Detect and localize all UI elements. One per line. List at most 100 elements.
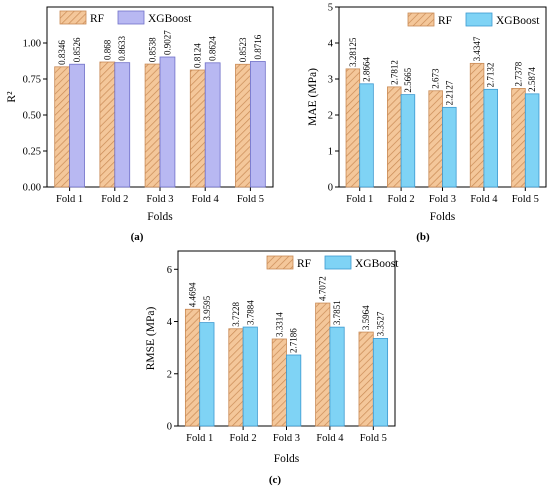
x-tick-label: Fold 1 [56, 194, 83, 205]
x-tick-label: Fold 2 [388, 194, 415, 205]
bar-rf [144, 63, 161, 188]
data-label: 2.2127 [444, 80, 454, 105]
bar-rf [358, 331, 374, 427]
y-axis-label: MAE (MPa) [307, 68, 319, 126]
panel-label-b: (b) [416, 231, 430, 243]
bar-xgboost [199, 322, 215, 427]
data-label: 0.8523 [238, 37, 248, 62]
data-label: 3.9595 [202, 295, 212, 320]
bar-xgboost [442, 106, 457, 188]
legend-swatch [324, 255, 352, 270]
legend-swatch [59, 10, 87, 25]
bar-rf [189, 69, 206, 188]
data-label: 3.7851 [332, 300, 342, 325]
bar-xgboost [249, 61, 266, 188]
data-label: 3.7884 [245, 300, 255, 325]
data-label: 2.7378 [513, 61, 523, 86]
x-tick-label: Fold 5 [360, 433, 387, 444]
legend-label: RF [438, 15, 452, 27]
legend-label: XGBoost [355, 258, 399, 270]
y-tick-label: 5 [328, 3, 333, 14]
y-tick-label: 1 [328, 147, 333, 158]
bar-xgboost [483, 88, 498, 188]
bar-xgboost [69, 63, 85, 188]
data-label: 0.8346 [57, 40, 67, 65]
y-tick-label: 2 [328, 111, 333, 122]
bar-xgboost [329, 326, 345, 427]
legend-swatch [465, 12, 493, 27]
y-tick-label: 6 [167, 265, 172, 276]
bar-xgboost [286, 354, 302, 427]
data-label: 3.4347 [472, 36, 482, 61]
bar-rf [99, 61, 116, 188]
bar-xgboost [359, 83, 374, 188]
y-tick-label: 0 [328, 183, 333, 194]
legend-label: XGBoost [496, 15, 540, 27]
bar-rf [511, 88, 526, 188]
x-tick-label: Fold 5 [512, 194, 539, 205]
x-tick-label: Fold 1 [186, 433, 213, 444]
data-label: 2.8664 [362, 57, 372, 82]
legend-label: XGBoost [148, 13, 192, 25]
data-label: 0.8716 [253, 34, 263, 59]
data-label: 4.7072 [318, 276, 328, 301]
data-label: 0.868 [102, 39, 112, 60]
y-tick-label: 0.50 [23, 111, 41, 122]
legend-label: RF [90, 13, 104, 25]
x-tick-label: Fold 4 [316, 433, 344, 444]
legend-swatch [266, 255, 294, 270]
data-label: 3.28125 [348, 37, 358, 67]
x-axis-label: Folds [430, 211, 456, 223]
y-tick-label: 0 [167, 422, 172, 433]
bar-rf [228, 328, 244, 427]
x-axis-label: Folds [147, 211, 173, 223]
bar-xgboost [524, 93, 540, 188]
x-tick-label: Fold 3 [429, 194, 456, 205]
data-label: 0.8624 [208, 36, 218, 61]
x-tick-label: Fold 4 [470, 194, 498, 205]
data-label: 3.5964 [361, 305, 371, 330]
y-tick-label: 3 [328, 75, 333, 86]
y-tick-label: 0.00 [23, 183, 41, 194]
bar-rf [271, 338, 287, 427]
x-tick-label: Fold 3 [273, 433, 300, 444]
data-label: 3.3527 [375, 311, 385, 336]
legend-swatch [117, 10, 145, 25]
bar-rf [428, 90, 443, 188]
data-label: 4.4694 [188, 282, 198, 307]
data-label: 0.8633 [117, 35, 127, 60]
data-label: 0.8538 [148, 37, 158, 62]
bar-xgboost [204, 62, 221, 188]
y-tick-label: 0.25 [23, 147, 41, 158]
bar-rf [54, 66, 70, 188]
y-tick-label: 2 [167, 369, 172, 380]
bar-rf [345, 68, 361, 188]
panel-label-a: (a) [131, 231, 144, 243]
bar-rf [387, 86, 402, 188]
data-label: 2.673 [431, 68, 441, 89]
x-tick-label: Fold 5 [237, 194, 264, 205]
bar-rf [184, 308, 201, 427]
bar-rf [315, 302, 331, 427]
y-tick-label: 4 [328, 39, 334, 50]
bar-xgboost [114, 62, 131, 188]
legend-label: RF [297, 258, 311, 270]
data-label: 0.8124 [193, 43, 203, 68]
data-label: 3.7228 [231, 302, 241, 327]
data-label: 2.5874 [527, 67, 537, 92]
x-tick-label: Fold 1 [346, 194, 373, 205]
bar-xgboost [400, 94, 416, 188]
panel-label-c: (c) [269, 474, 282, 486]
data-label: 3.3314 [274, 312, 284, 337]
x-tick-label: Fold 3 [146, 194, 173, 205]
chart-r2: 0.00 0.25 0.50 0.75 1.00 Fold 1 0.8346 0.8526 Fo… [6, 6, 274, 223]
x-tick-label: Fold 2 [230, 433, 257, 444]
data-label: 0.8526 [72, 37, 82, 62]
bar-rf [469, 62, 485, 188]
data-label: 0.9027 [162, 30, 172, 55]
y-tick-label: 0.75 [23, 75, 41, 86]
data-label: 2.7812 [389, 60, 399, 85]
data-label: 2.7132 [486, 63, 496, 88]
y-axis-label: RMSE (MPa) [145, 307, 157, 371]
